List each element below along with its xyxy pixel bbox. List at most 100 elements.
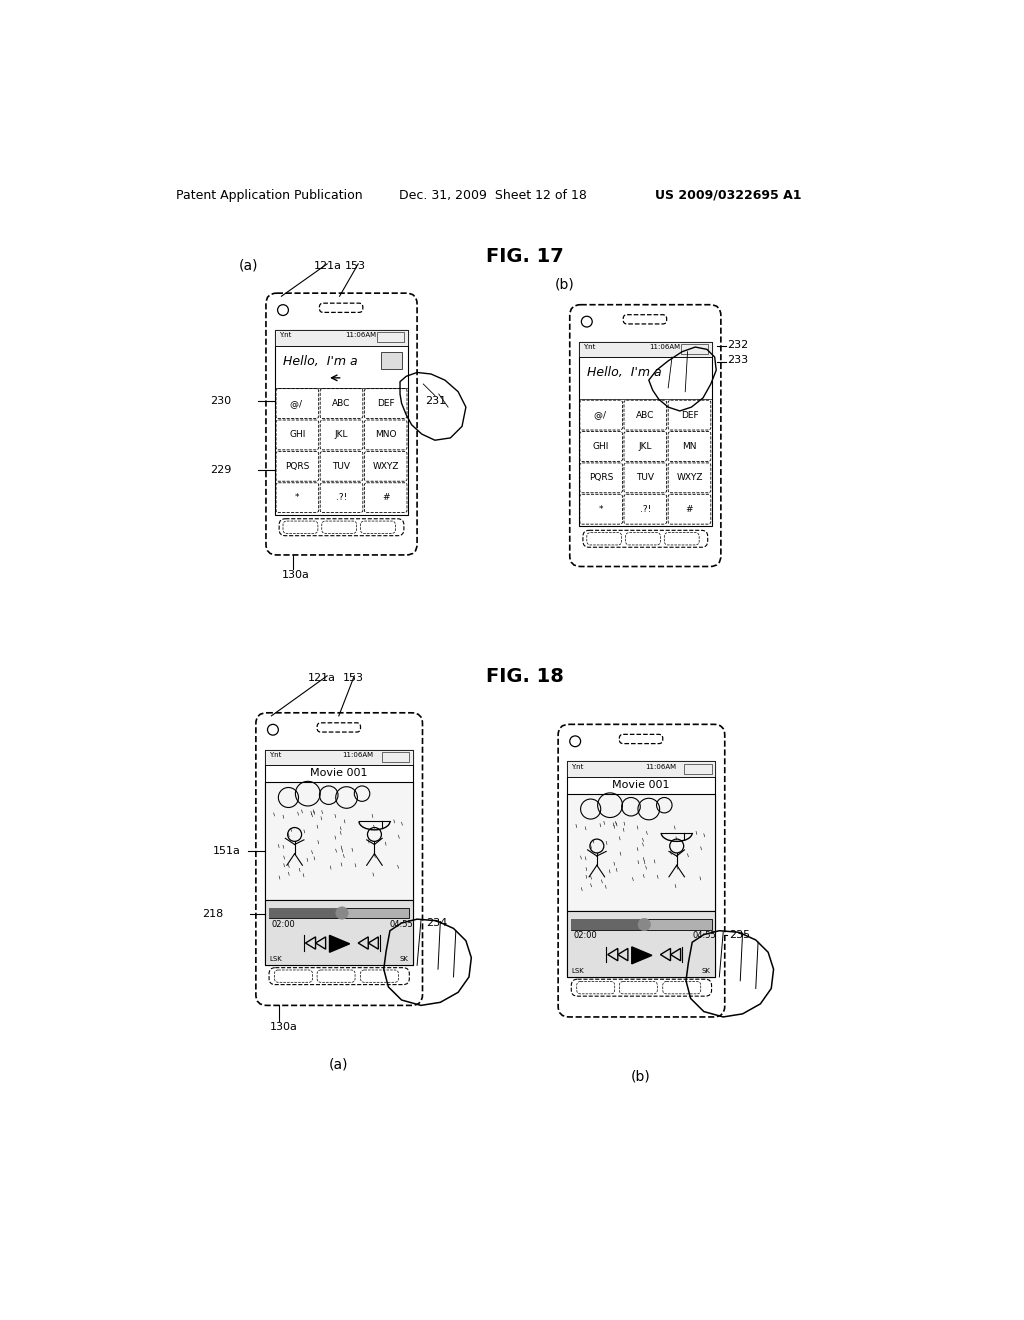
Text: MN: MN	[682, 442, 696, 451]
Text: 234: 234	[426, 917, 447, 928]
Text: MNO: MNO	[375, 430, 396, 440]
Bar	[579, 342, 712, 527]
Text: TUV: TUV	[636, 474, 654, 482]
Bar	[681, 345, 708, 354]
Text: 230: 230	[210, 396, 231, 407]
Bar	[571, 919, 644, 929]
Bar	[269, 908, 342, 919]
Bar	[382, 752, 410, 762]
Text: Dec. 31, 2009  Sheet 12 of 18: Dec. 31, 2009 Sheet 12 of 18	[399, 189, 587, 202]
Text: US 2009/0322695 A1: US 2009/0322695 A1	[655, 189, 802, 202]
Bar	[275, 330, 408, 346]
Bar	[381, 351, 402, 368]
Text: 233: 233	[727, 355, 749, 366]
Bar	[579, 358, 712, 400]
Bar	[567, 776, 716, 793]
FancyBboxPatch shape	[256, 713, 423, 1006]
Text: WXYZ: WXYZ	[676, 474, 702, 482]
Text: TUV: TUV	[333, 462, 350, 471]
Text: 04:55: 04:55	[692, 932, 716, 940]
Text: LSK: LSK	[571, 968, 584, 974]
Text: ABC: ABC	[333, 399, 350, 408]
Text: 130a: 130a	[270, 1022, 298, 1032]
Text: 151a: 151a	[213, 846, 241, 857]
Text: Hello,  I'm a: Hello, I'm a	[283, 355, 357, 368]
Text: 231: 231	[425, 396, 445, 407]
Text: (a): (a)	[329, 1057, 348, 1072]
Text: ABC: ABC	[636, 411, 654, 420]
Text: *: *	[295, 494, 300, 502]
Text: LSK: LSK	[269, 956, 282, 962]
Text: GHI: GHI	[289, 430, 305, 440]
Bar	[269, 908, 410, 919]
Text: PQRS: PQRS	[589, 474, 613, 482]
Text: Movie 001: Movie 001	[310, 768, 368, 779]
Text: DEF: DEF	[681, 411, 698, 420]
Text: #: #	[382, 494, 389, 502]
Bar	[567, 762, 716, 977]
Text: Hello,  I'm a: Hello, I'm a	[587, 367, 662, 379]
Text: SK: SK	[701, 968, 711, 974]
Text: 11:06AM: 11:06AM	[345, 333, 376, 338]
Bar	[377, 333, 403, 342]
Text: 229: 229	[210, 465, 231, 475]
Text: (a): (a)	[239, 259, 258, 272]
Text: .?!: .?!	[640, 504, 651, 513]
Text: 235: 235	[729, 929, 750, 940]
Text: @/: @/	[290, 399, 305, 408]
Text: #: #	[686, 504, 693, 513]
Text: Y.nt: Y.nt	[280, 333, 292, 338]
FancyBboxPatch shape	[558, 725, 725, 1016]
Text: 04:55: 04:55	[390, 920, 414, 929]
Text: Y.nt: Y.nt	[571, 763, 584, 770]
Text: Patent Application Publication: Patent Application Publication	[176, 189, 362, 202]
Text: 02:00: 02:00	[271, 920, 295, 929]
Text: PQRS: PQRS	[285, 462, 309, 471]
Bar	[571, 919, 712, 929]
Polygon shape	[632, 946, 652, 964]
Bar	[265, 750, 414, 766]
Bar	[579, 342, 712, 358]
Text: 121a: 121a	[308, 673, 336, 682]
FancyBboxPatch shape	[569, 305, 721, 566]
Bar	[265, 781, 414, 900]
Text: JKL: JKL	[335, 430, 348, 440]
Bar	[275, 330, 408, 515]
Text: (b): (b)	[631, 1069, 651, 1084]
Text: 11:06AM: 11:06AM	[649, 345, 680, 350]
Text: GHI: GHI	[593, 442, 609, 451]
Bar	[265, 750, 414, 965]
Text: DEF: DEF	[377, 399, 394, 408]
Text: FIG. 17: FIG. 17	[486, 247, 563, 265]
Bar	[684, 763, 712, 774]
Text: *: *	[599, 504, 603, 513]
Circle shape	[336, 907, 348, 919]
Text: 232: 232	[727, 339, 749, 350]
Text: FIG. 18: FIG. 18	[485, 667, 564, 685]
Text: 11:06AM: 11:06AM	[645, 763, 676, 770]
Text: 153: 153	[345, 261, 366, 271]
FancyBboxPatch shape	[266, 293, 417, 554]
Bar	[265, 766, 414, 781]
Text: SK: SK	[399, 956, 409, 962]
Text: 218: 218	[202, 908, 223, 919]
Text: 11:06AM: 11:06AM	[343, 752, 374, 758]
Bar	[567, 911, 716, 977]
Text: WXYZ: WXYZ	[373, 462, 399, 471]
Text: 153: 153	[343, 673, 364, 682]
Text: Y.nt: Y.nt	[583, 345, 595, 350]
Text: 130a: 130a	[282, 570, 309, 581]
Text: @/: @/	[594, 411, 608, 420]
Bar	[567, 762, 716, 776]
Circle shape	[638, 919, 650, 931]
Polygon shape	[330, 936, 349, 952]
Text: .?!: .?!	[336, 494, 347, 502]
Bar	[275, 346, 408, 388]
Text: (b): (b)	[554, 277, 574, 292]
Bar	[567, 793, 716, 911]
Text: 121a: 121a	[314, 261, 342, 271]
Text: JKL: JKL	[639, 442, 652, 451]
Text: 02:00: 02:00	[573, 932, 597, 940]
Bar	[265, 900, 414, 965]
Text: Movie 001: Movie 001	[612, 780, 670, 789]
